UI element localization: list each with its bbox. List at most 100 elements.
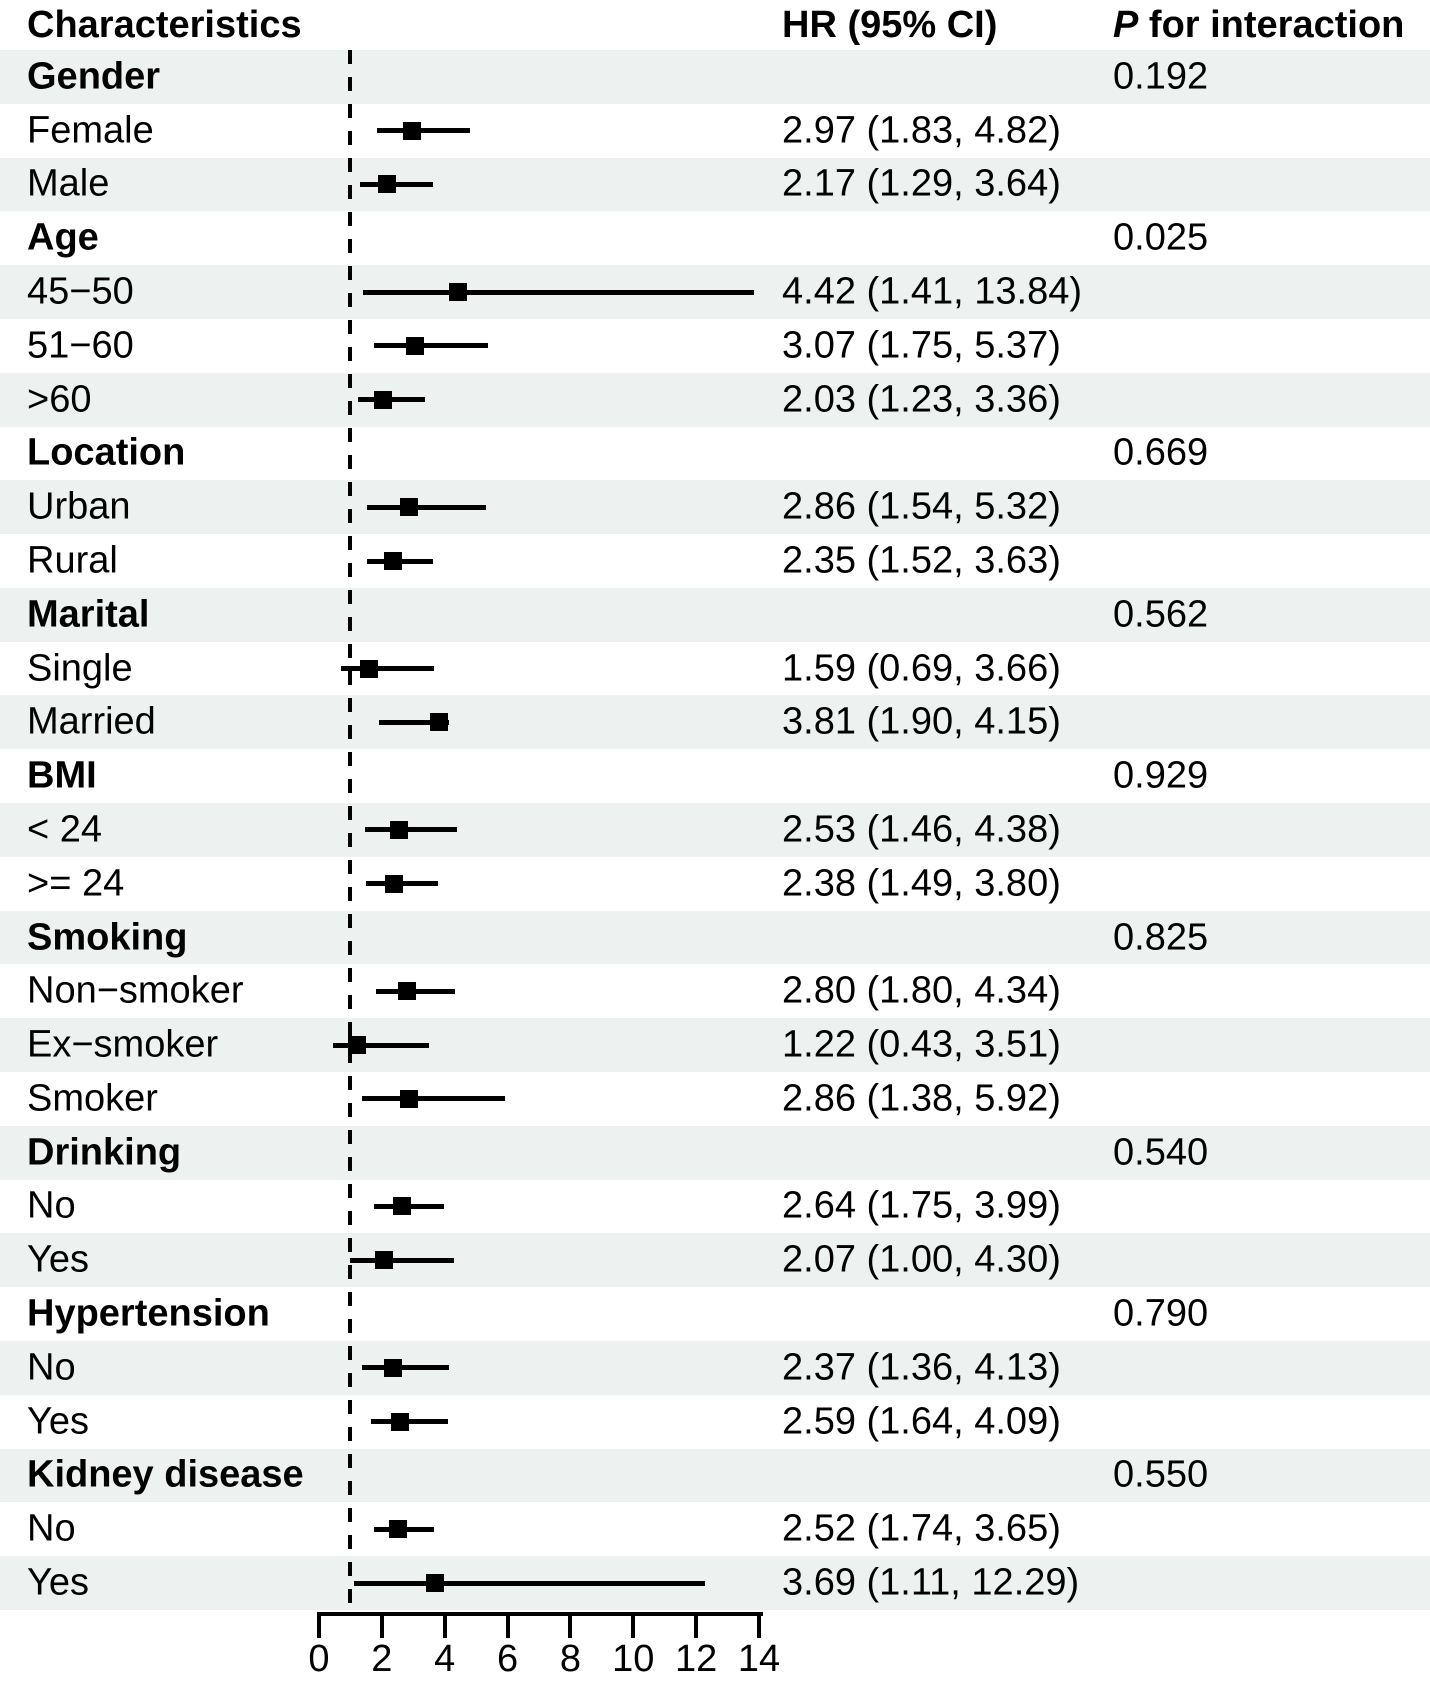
subgroup-row: Female 2.97 (1.83, 4.82) — [0, 104, 1430, 158]
point-estimate-marker — [392, 1197, 411, 1216]
axis-tick — [379, 1612, 384, 1638]
point-estimate-marker — [406, 336, 425, 355]
group-label: BMI — [27, 754, 97, 797]
hr-ci-value: 2.64 (1.75, 3.99) — [782, 1184, 1061, 1227]
subgroup-label: >60 — [27, 378, 92, 421]
confidence-interval-line — [340, 666, 435, 672]
subgroup-label: Rural — [27, 539, 118, 582]
point-estimate-marker — [378, 175, 397, 194]
confidence-interval-line — [378, 719, 450, 725]
point-estimate-marker — [429, 713, 448, 732]
subgroup-label: Ex−smoker — [27, 1023, 219, 1066]
subgroup-row: Ex−smoker 1.22 (0.43, 3.51) — [0, 1018, 1430, 1072]
group-label: Hypertension — [27, 1292, 270, 1335]
group-label: Age — [27, 216, 99, 259]
subgroup-row: Non−smoker 2.80 (1.80, 4.34) — [0, 964, 1430, 1018]
hr-ci-value: 2.07 (1.00, 4.30) — [782, 1238, 1061, 1281]
subgroup-label: Smoker — [27, 1077, 158, 1120]
column-header-p-interaction: P for interaction — [1113, 4, 1404, 47]
group-row: Smoking 0.825 — [0, 910, 1430, 965]
subgroup-row: No 2.64 (1.75, 3.99) — [0, 1180, 1430, 1234]
point-estimate-marker — [383, 552, 402, 570]
subgroup-row: Yes 3.69 (1.11, 12.29) — [0, 1556, 1430, 1610]
p-italic-letter: P — [1113, 4, 1139, 46]
subgroup-label: 51−60 — [27, 324, 134, 367]
subgroup-label: Yes — [27, 1238, 89, 1281]
axis-tick — [757, 1612, 762, 1638]
axis-tick-label: 4 — [434, 1638, 456, 1680]
axis-tick — [317, 1612, 321, 1638]
point-estimate-marker — [399, 1089, 418, 1108]
subgroup-row: Smoker 2.86 (1.38, 5.92) — [0, 1072, 1430, 1126]
confidence-interval-line — [364, 827, 457, 833]
confidence-interval-line — [361, 1365, 449, 1371]
hr-ci-value: 1.22 (0.43, 3.51) — [782, 1023, 1061, 1066]
subgroup-label: < 24 — [27, 808, 103, 851]
confidence-interval-line — [353, 1580, 706, 1586]
axis-tick — [631, 1612, 636, 1638]
point-estimate-marker — [359, 659, 378, 678]
subgroup-row: >60 2.03 (1.23, 3.36) — [0, 372, 1430, 427]
point-estimate-marker — [398, 982, 416, 1001]
subgroup-row: No 2.37 (1.36, 4.13) — [0, 1340, 1430, 1395]
point-estimate-marker — [403, 121, 422, 140]
axis-tick — [694, 1612, 699, 1638]
p-interaction-value: 0.562 — [1113, 593, 1209, 636]
axis-tick-label: 2 — [371, 1638, 393, 1680]
hr-ci-value: 2.37 (1.36, 4.13) — [782, 1346, 1061, 1389]
column-header-hr-ci: HR (95% CI) — [782, 4, 998, 46]
p-interaction-value: 0.540 — [1113, 1131, 1209, 1174]
axis-tick — [568, 1612, 573, 1638]
confidence-interval-line — [374, 343, 488, 349]
subgroup-row: Married 3.81 (1.90, 4.15) — [0, 695, 1430, 750]
axis-tick-label: 0 — [308, 1638, 330, 1680]
point-estimate-marker — [399, 498, 418, 517]
axis-tick-label: 14 — [737, 1638, 781, 1680]
point-estimate-marker — [448, 283, 467, 302]
subgroup-label: Female — [27, 109, 154, 152]
group-row: Gender 0.192 — [0, 50, 1430, 104]
group-label: Marital — [27, 593, 150, 636]
p-interaction-value: 0.550 — [1113, 1453, 1209, 1496]
hr-ci-value: 3.81 (1.90, 4.15) — [782, 700, 1061, 743]
subgroup-label: 45−50 — [27, 270, 134, 313]
subgroup-row: No 2.52 (1.74, 3.65) — [0, 1502, 1430, 1556]
p-interaction-value: 0.825 — [1113, 916, 1209, 959]
hr-ci-value: 2.86 (1.38, 5.92) — [782, 1077, 1061, 1120]
hr-ci-value: 1.59 (0.69, 3.66) — [782, 647, 1061, 690]
p-rest-text: for interaction — [1138, 4, 1405, 46]
point-estimate-marker — [384, 874, 403, 893]
confidence-interval-line — [363, 289, 754, 295]
hr-ci-value: 2.52 (1.74, 3.65) — [782, 1507, 1061, 1550]
p-interaction-value: 0.192 — [1113, 55, 1209, 98]
point-estimate-marker — [391, 1412, 410, 1431]
point-estimate-marker — [384, 1358, 403, 1377]
hr-ci-value: 2.80 (1.80, 4.34) — [782, 969, 1061, 1012]
hr-ci-value: 2.17 (1.29, 3.64) — [782, 162, 1061, 205]
hr-ci-value: 2.59 (1.64, 4.09) — [782, 1400, 1061, 1443]
group-label: Location — [27, 431, 186, 474]
hr-ci-value: 2.35 (1.52, 3.63) — [782, 539, 1061, 582]
group-row: BMI 0.929 — [0, 749, 1430, 803]
subgroup-row: >= 24 2.38 (1.49, 3.80) — [0, 857, 1430, 911]
subgroup-label: No — [27, 1507, 76, 1550]
subgroup-label: >= 24 — [27, 862, 125, 905]
subgroup-label: No — [27, 1346, 76, 1389]
subgroup-label: Single — [27, 647, 133, 690]
point-estimate-marker — [389, 1520, 408, 1539]
hr-ci-value: 3.07 (1.75, 5.37) — [782, 324, 1061, 367]
subgroup-label: Yes — [27, 1561, 89, 1604]
confidence-interval-line — [367, 504, 487, 510]
subgroup-label: Male — [27, 162, 110, 205]
x-axis-line — [317, 1612, 763, 1616]
point-estimate-marker — [425, 1574, 444, 1592]
point-estimate-marker — [348, 1036, 367, 1055]
subgroup-label: Yes — [27, 1400, 89, 1443]
confidence-interval-line — [350, 1257, 455, 1263]
group-label: Smoking — [27, 916, 188, 959]
hr-ci-value: 3.69 (1.11, 12.29) — [782, 1561, 1080, 1604]
group-label: Kidney disease — [27, 1453, 304, 1496]
confidence-interval-line — [362, 1096, 506, 1102]
group-row: Drinking 0.540 — [0, 1125, 1430, 1180]
